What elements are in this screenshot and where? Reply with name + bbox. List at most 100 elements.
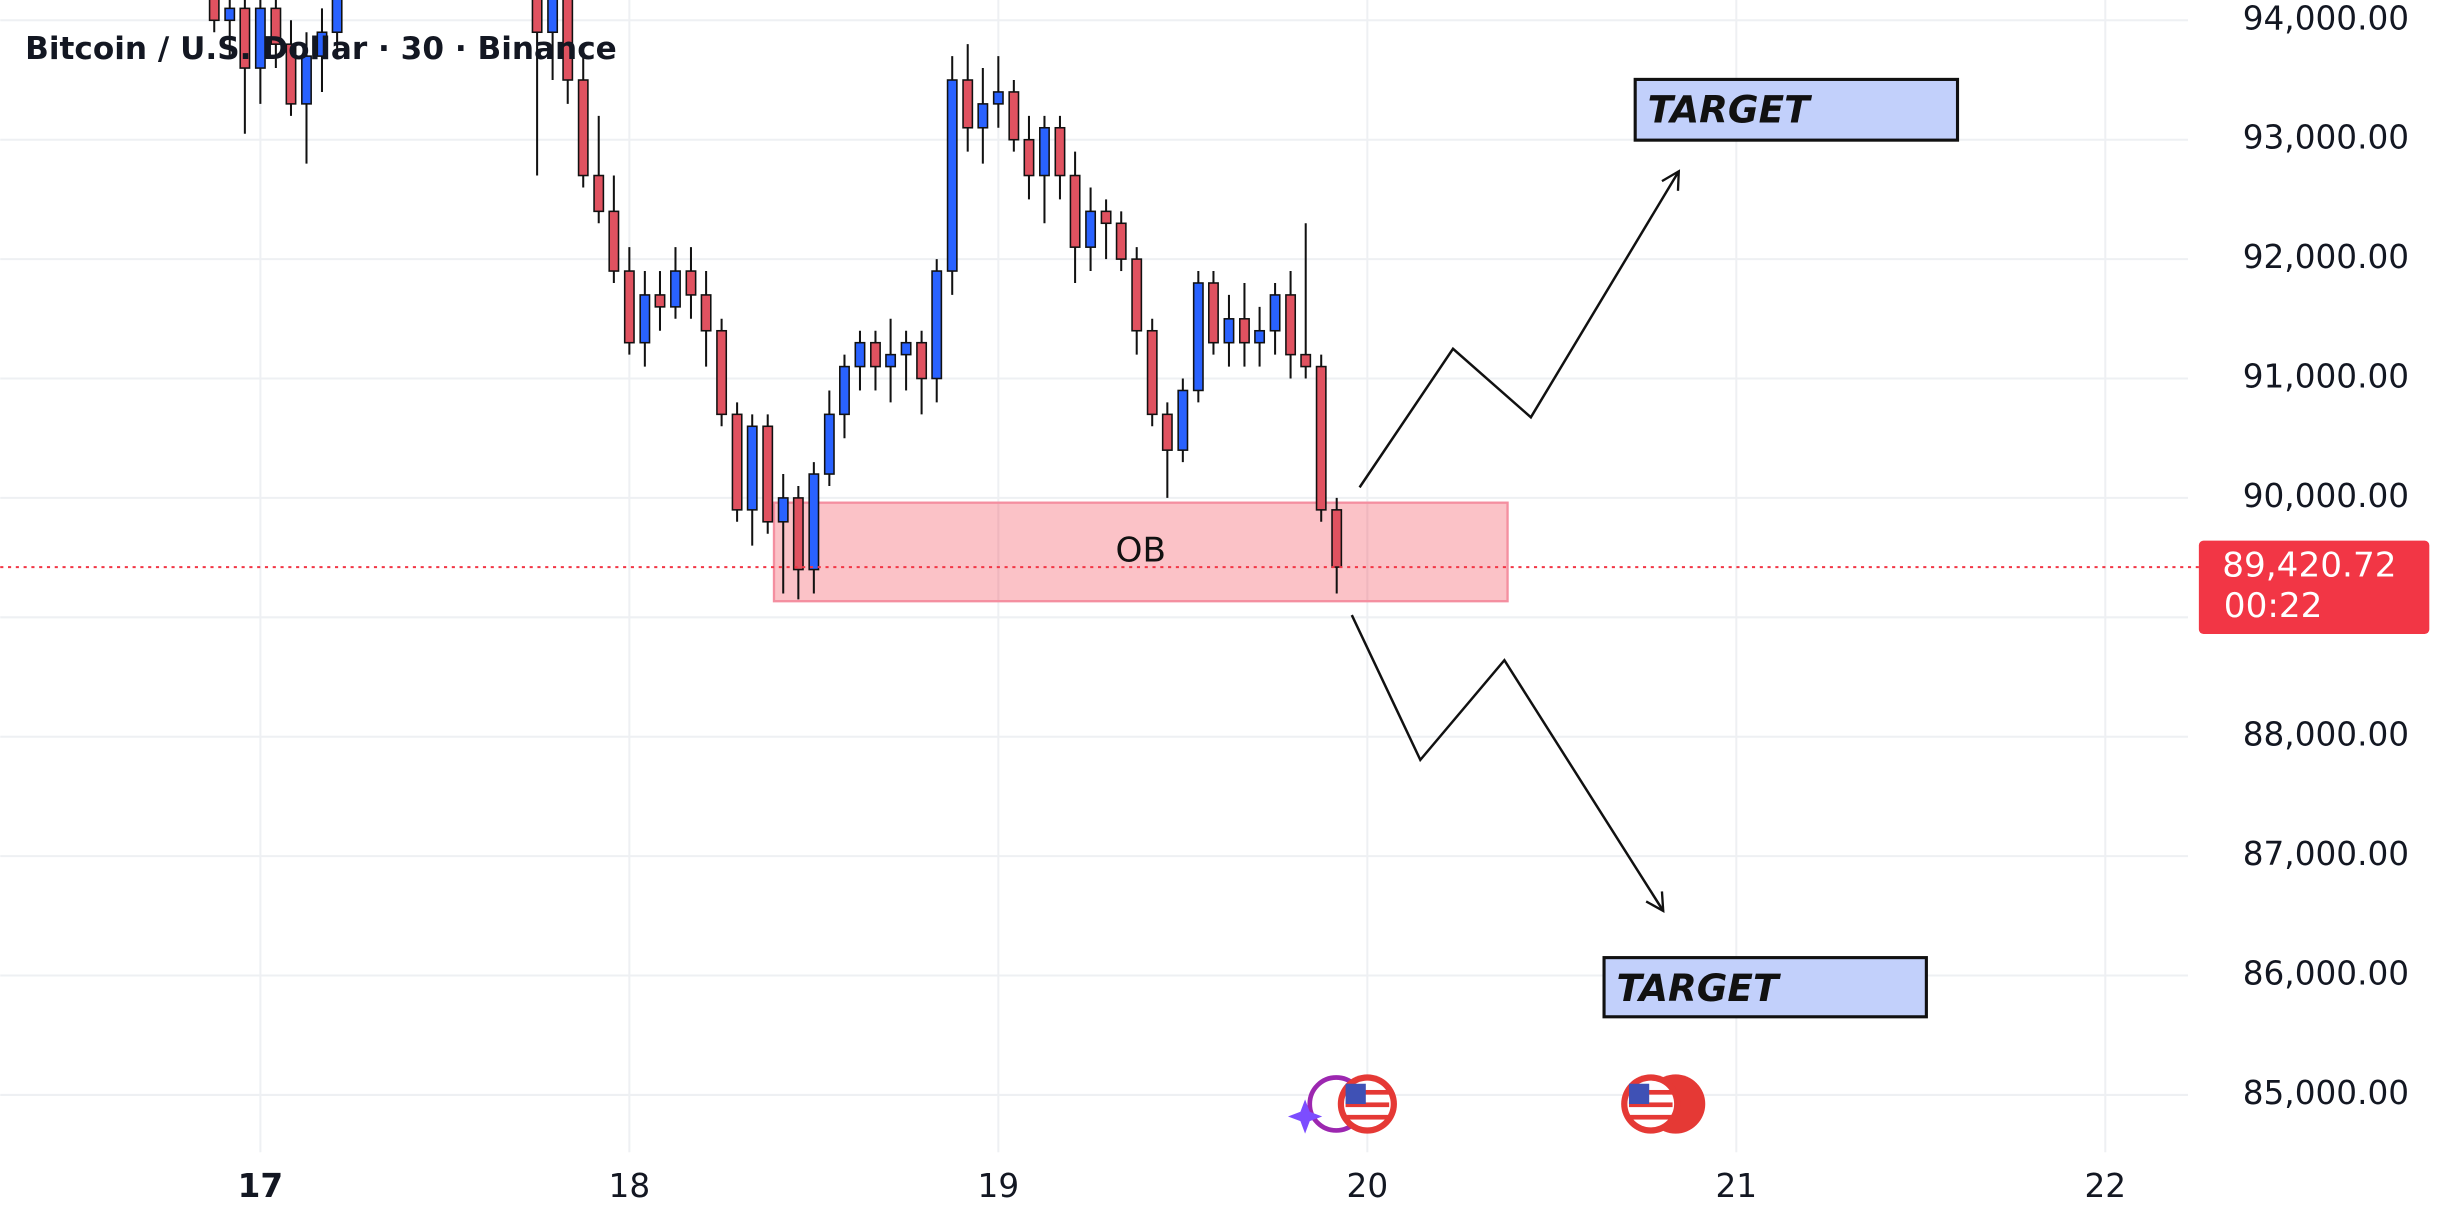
axes: 85,000.0086,000.0087,000.0088,000.0089,0… [238,0,2430,1205]
candle-body [547,0,559,34]
candle-body [746,425,758,511]
candle-body [1131,258,1143,332]
candle-body [1054,126,1066,177]
event-icon [1345,1083,1366,1104]
event-icon [1628,1102,1673,1108]
target-boxes: TARGET TARGET [1602,77,1960,1019]
candle-body [731,413,743,511]
y-tick-label: 91,000.00 [2243,358,2409,396]
candle-body [1208,282,1219,344]
candle-body [870,341,881,368]
event-icon [1345,1114,1390,1120]
candle-body [654,294,666,308]
candle-body [1115,222,1127,260]
candle-body [1192,282,1204,392]
x-tick-label: 17 [238,1167,284,1205]
candle-body [885,353,897,368]
event-icon [1628,1114,1673,1120]
candle-body [1177,389,1189,451]
candle-body [531,0,543,34]
candle-body [285,43,297,105]
x-tick-label: 20 [1347,1167,1389,1205]
bearish-path [1350,614,1665,913]
candle-body [962,79,974,129]
candle-body [977,103,989,129]
candle-body [946,79,958,272]
candle-body [1300,353,1312,368]
chart-title: Bitcoin / U.S. Dollar · 30 · Binance [25,31,617,67]
candle-body [224,7,236,22]
y-tick-label: 85,000.00 [2243,1074,2409,1112]
last-price-label: 89,420.72 [2222,546,2396,586]
candle-body [792,497,804,571]
event-icon [1287,1099,1323,1134]
x-tick-label: 18 [609,1167,651,1205]
candle-body [608,210,620,272]
x-tick-label: 19 [978,1167,1020,1205]
candle-body [1269,294,1281,332]
candle-body [639,294,651,344]
candles [208,0,1343,600]
candle-body [762,425,774,523]
x-tick-label: 22 [2085,1167,2127,1205]
target-box [1602,956,1928,1019]
y-tick-label: 93,000.00 [2243,119,2409,157]
candle-body [900,341,912,356]
zone-layer: OB [772,501,1509,603]
candle-body [239,7,251,69]
candle-body [1285,294,1297,356]
candle-body [1085,210,1097,248]
candle-body [685,270,697,296]
candle-body [670,270,681,308]
target-label: TARGET [1648,88,1812,132]
candle-body [331,0,343,34]
candle-body [823,413,835,475]
candle-body [1331,509,1343,568]
projection-arrows [1350,169,1681,913]
candle-body [839,365,850,416]
candle-body [1069,174,1081,248]
candle-body [1146,329,1158,416]
last-price-box [2198,540,2430,635]
y-tick-label: 94,000.00 [2243,0,2409,37]
candle-body [1315,365,1327,511]
candle-body [301,55,312,105]
candle-body [777,497,789,523]
candle-body [623,270,635,344]
candle-body [1008,91,1020,141]
candle-body [593,174,605,213]
event-icon [1345,1102,1390,1108]
candle-body [1100,210,1112,225]
y-tick-label: 92,000.00 [2243,238,2409,276]
event-icon [1345,1089,1390,1095]
target-label: TARGET [1617,966,1781,1010]
candle-body [577,79,589,177]
y-tick-label: 88,000.00 [2243,716,2409,754]
candle-body [808,473,820,571]
countdown-label: 00:22 [2224,586,2323,626]
candle-body [254,7,266,69]
target-box [1633,77,1960,142]
event-icon [1628,1089,1673,1095]
event-icon [1628,1083,1650,1104]
candle-body [854,341,866,368]
candle-body [1254,329,1266,344]
candle-body [316,31,328,57]
candle-body [716,329,728,416]
candle-body [270,7,282,45]
grid [0,0,2188,1153]
x-tick-label: 21 [1716,1167,1758,1205]
y-tick-label: 90,000.00 [2243,477,2409,515]
candle-body [992,91,1004,105]
candle-body [1239,318,1250,344]
candle-body [916,341,928,380]
event-icons [1287,1074,1706,1134]
candle-body [1023,138,1035,177]
candle-body [208,0,220,22]
candle-body [700,294,712,332]
candle-body [1223,318,1235,344]
candle-body [562,0,574,81]
y-tick-label: 86,000.00 [2243,955,2409,993]
